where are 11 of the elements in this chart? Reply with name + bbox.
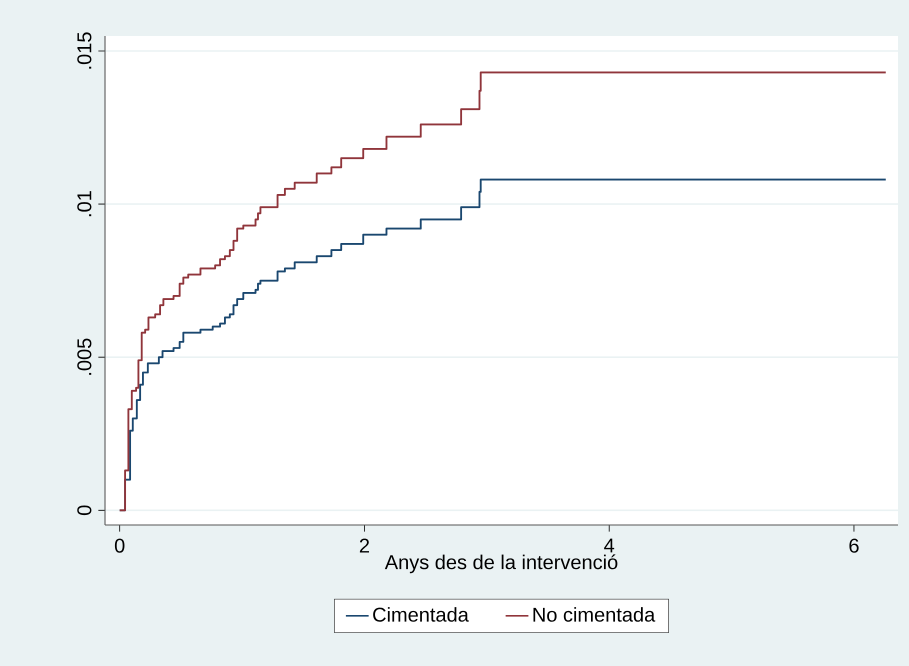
x-axis-title: Anys des de la intervenció [384,554,618,574]
legend-label: No cimentada [533,607,656,622]
y-tick-label: .015 [77,32,92,69]
x-tick-label: 4 [604,538,614,552]
y-tick-label: .005 [77,338,92,375]
x-tick-label: 0 [114,538,124,553]
legend-label: Cimentada [373,607,469,622]
x-tick-label: 2 [360,538,370,553]
y-tick-label: 0 [77,506,92,516]
y-tick-label: .01 [77,191,92,216]
x-tick-label: 6 [849,538,859,553]
